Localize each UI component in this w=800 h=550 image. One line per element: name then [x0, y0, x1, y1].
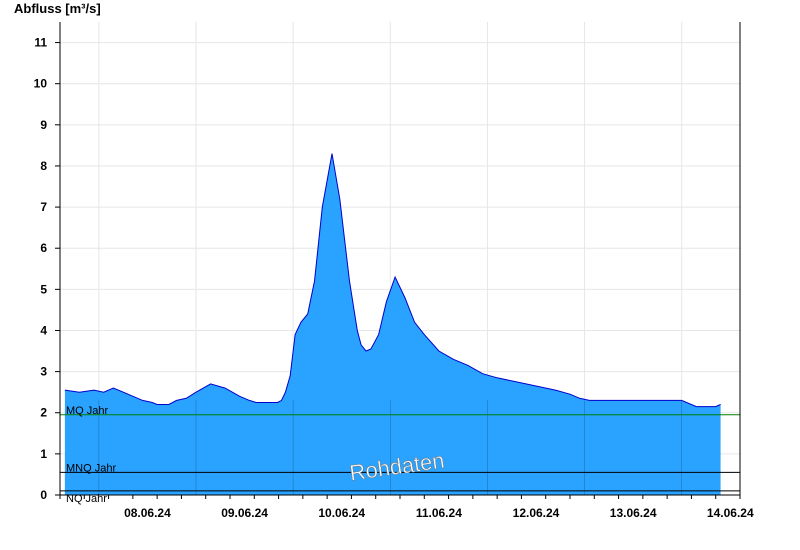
y-tick-label: 2 [40, 406, 47, 420]
reference-line-label: NQ Jahr [66, 493, 107, 505]
y-tick-label: 6 [40, 241, 47, 255]
y-axis-label: Abfluss [m³/s] [14, 1, 101, 16]
reference-line-label: MNQ Jahr [66, 462, 116, 474]
x-tick-label: 14.06.24 [707, 506, 754, 520]
y-tick-label: 5 [40, 282, 47, 296]
series-layer [64, 153, 721, 495]
reference-lines: MQ Jahr MNQ Jahr NQ Jahr [60, 405, 740, 505]
discharge-line [64, 153, 721, 408]
x-tick-label: 13.06.24 [610, 506, 657, 520]
x-tick-label: 09.06.24 [221, 506, 268, 520]
y-tick-label: 10 [34, 77, 48, 91]
y-tick-label: 9 [40, 118, 47, 132]
y-tick-label: 1 [40, 447, 47, 461]
x-tick-label: 10.06.24 [318, 506, 365, 520]
x-tick-label: 12.06.24 [513, 506, 560, 520]
y-tick-label: 0 [40, 488, 47, 502]
discharge-area [64, 153, 721, 495]
x-tick-label: 08.06.24 [124, 506, 171, 520]
x-tick-label: 11.06.24 [416, 506, 462, 520]
y-tick-label: 11 [34, 36, 47, 50]
y-tick-label: 4 [40, 323, 47, 337]
axes: 0 1 2 3 4 5 6 7 8 9 10 11 08.06.24 09.06.24 10.06.24 11… [34, 22, 754, 520]
y-tick-label: 3 [40, 365, 47, 379]
y-tick-label: 8 [40, 159, 47, 173]
reference-line-label: MQ Jahr [66, 405, 109, 417]
y-tick-label: 7 [40, 200, 47, 214]
